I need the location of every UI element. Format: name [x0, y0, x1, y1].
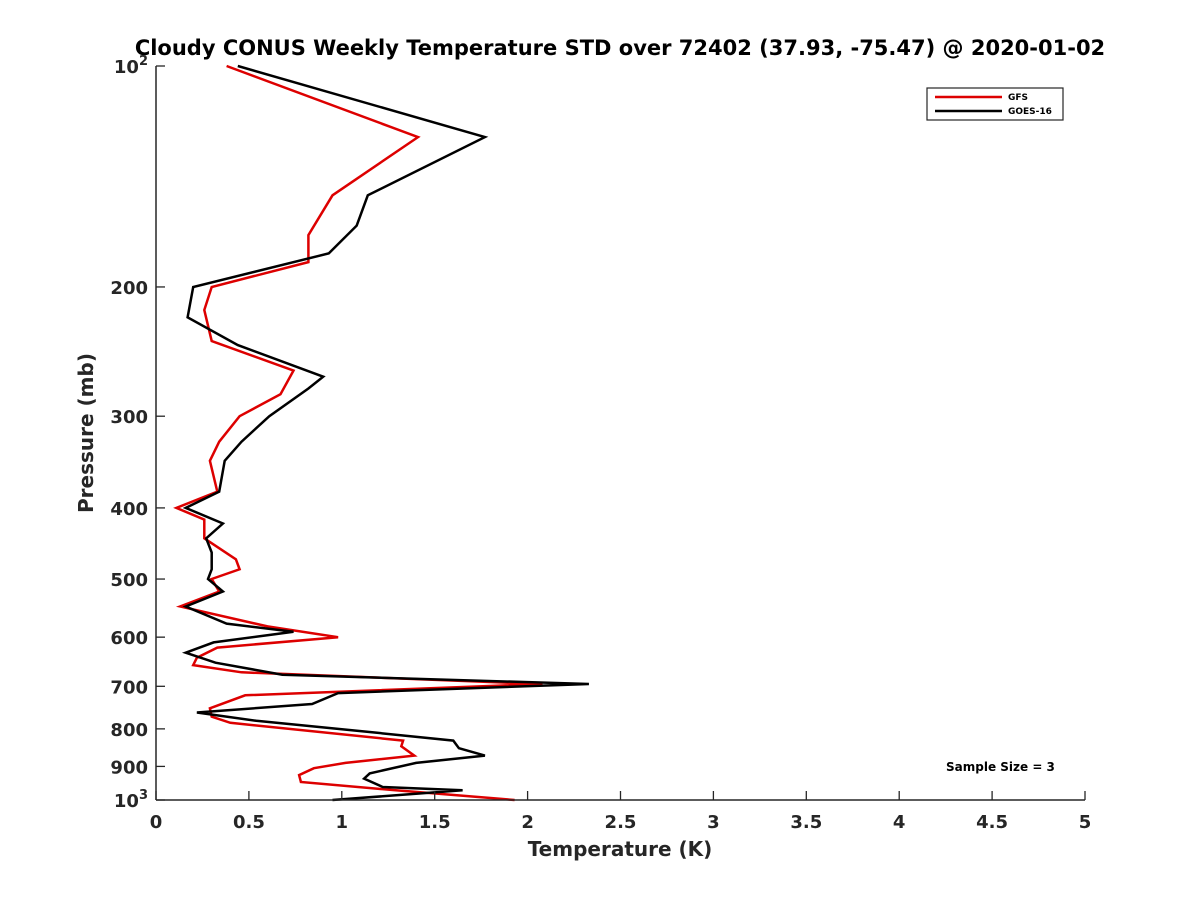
- legend-box: [926, 87, 1064, 121]
- plot-area: [156, 66, 1085, 800]
- sample-size-annotation: Sample Size = 3: [946, 760, 1055, 774]
- legend: GFS GOES-16: [926, 87, 1064, 121]
- y-tick-label: 800: [110, 720, 148, 741]
- x-tick-label: 4: [893, 812, 906, 833]
- x-tick-label: 3: [707, 812, 720, 833]
- series-line-goes16: [181, 64, 589, 802]
- series-layer: [173, 64, 589, 802]
- series-line-gfs: [173, 64, 543, 802]
- x-ticks: 0 0.5 1 1.5 2 2.5 3 3.5 4 4.5 5: [150, 791, 1092, 833]
- x-tick-label: 1: [336, 812, 349, 833]
- x-axis-title: Temperature (K): [528, 837, 713, 861]
- y-tick-label: 300: [110, 407, 148, 428]
- y-tick-label: 103: [114, 788, 148, 812]
- y-tick-label: 600: [110, 628, 148, 649]
- x-tick-label: 3.5: [790, 812, 822, 833]
- x-tick-label: 0.5: [233, 812, 265, 833]
- x-tick-label: 2: [521, 812, 534, 833]
- x-tick-label: 2.5: [605, 812, 637, 833]
- y-tick-label: 500: [110, 570, 148, 591]
- y-tick-label: 900: [110, 757, 148, 778]
- legend-label-gfs: GFS: [1008, 93, 1028, 103]
- x-tick-label: 0: [150, 812, 163, 833]
- legend-label-goes16: GOES-16: [1008, 107, 1052, 117]
- y-ticks: 102 200 300 400 500 600 700 800 900 103: [110, 54, 165, 812]
- y-tick-label: 400: [110, 499, 148, 520]
- y-tick-label: 102: [114, 54, 148, 78]
- y-tick-label: 700: [110, 677, 148, 698]
- y-tick-label: 200: [110, 278, 148, 299]
- x-tick-label: 5: [1079, 812, 1092, 833]
- chart-title: Cloudy CONUS Weekly Temperature STD over…: [135, 36, 1105, 60]
- x-tick-label: 4.5: [976, 812, 1008, 833]
- x-tick-label: 1.5: [419, 812, 451, 833]
- y-axis-title: Pressure (mb): [74, 353, 98, 513]
